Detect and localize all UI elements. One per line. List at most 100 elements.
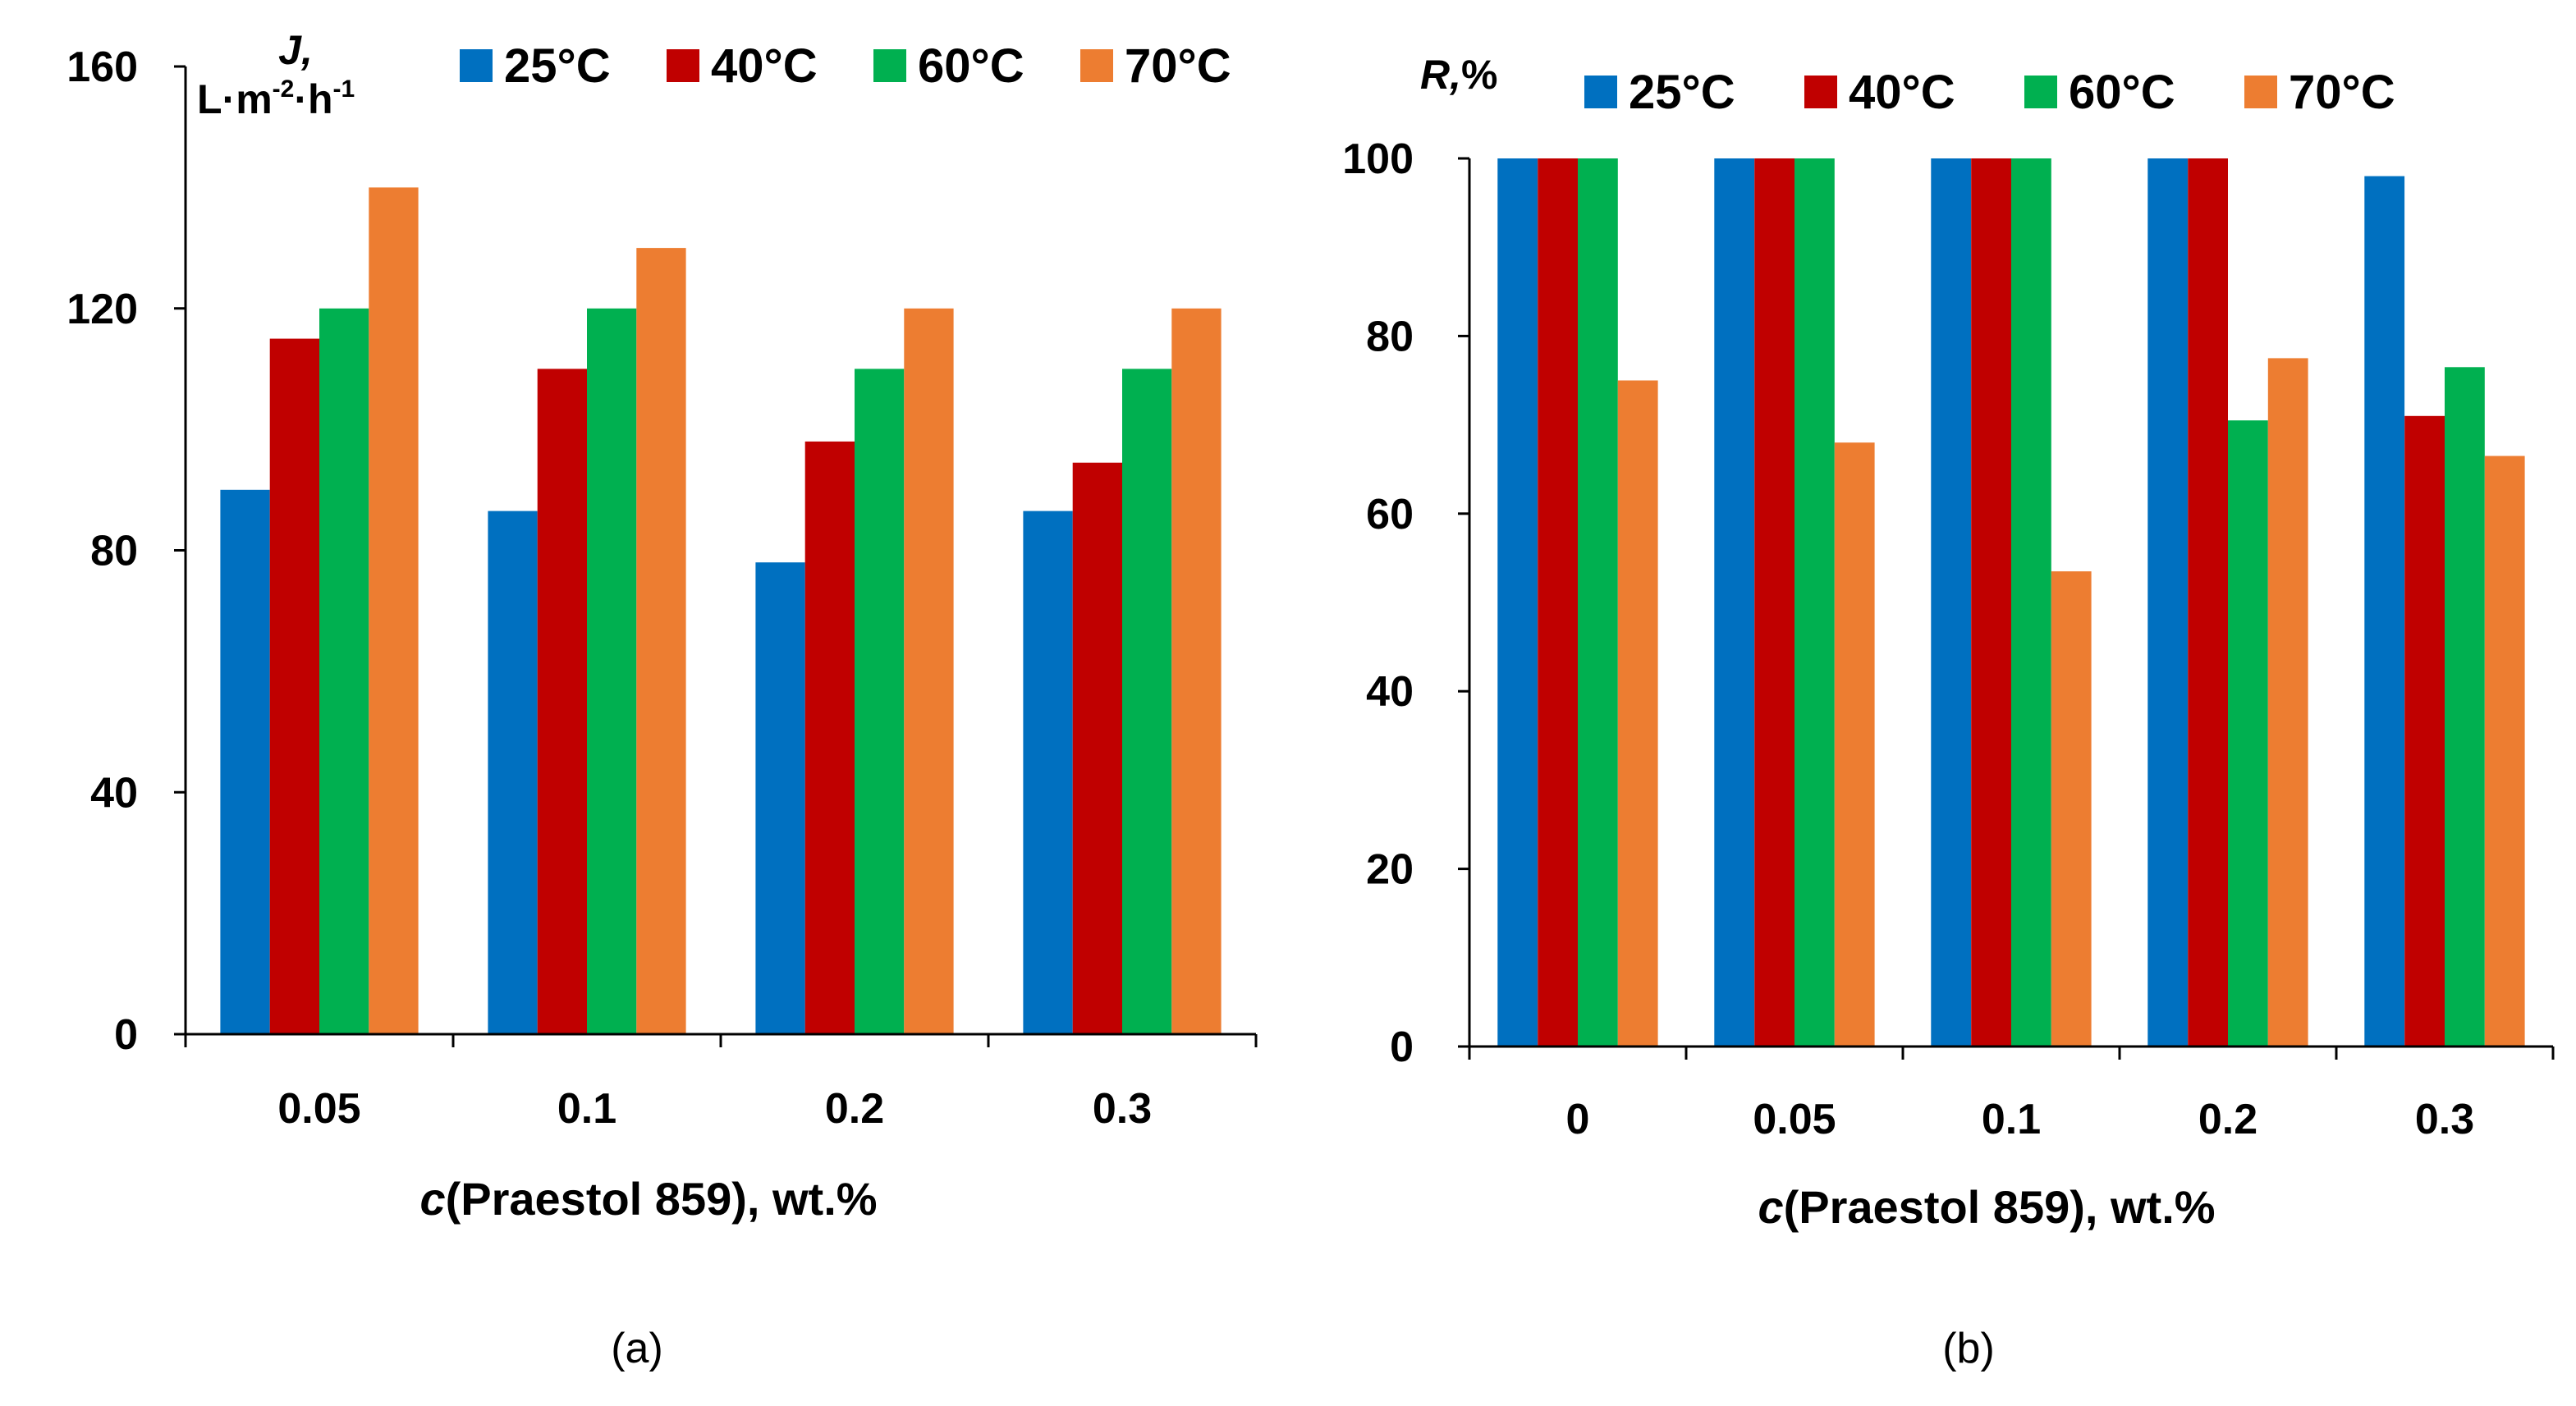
panel-a-ylabel-unit: L·m-2·h-1: [197, 76, 355, 122]
panel-b-y-tick-label: 20: [1366, 846, 1414, 894]
panel-b-x-tick-label: 0.1: [1982, 1096, 2041, 1143]
panel-b-bar-60c-0: [1578, 158, 1618, 1046]
panel-a-bar-60c-0.2: [855, 369, 905, 1034]
panel-a-bar-25c-0.3: [1023, 511, 1073, 1034]
panel-a-axes: [174, 65, 1258, 1047]
panel-b-bar-70c-0.1: [2051, 571, 2092, 1046]
panel-b-y-axis-label: R,%: [1420, 52, 1497, 98]
panel-b-caption: (b): [1942, 1325, 1995, 1372]
panel-a-bar-25c-0.2: [755, 562, 805, 1034]
panel-b-x-tick-label: 0.05: [1753, 1096, 1836, 1143]
panel-b-axes: [1458, 157, 2555, 1060]
panel-a-x-axis-label: c(Praestol 859), wt.%: [419, 1173, 877, 1225]
panel-b-bar-40c-0.2: [2188, 158, 2228, 1046]
panel-b-y-tick-label: 60: [1366, 491, 1414, 538]
panel-a-legend-label: 60°C: [918, 39, 1024, 93]
panel-b-legend-swatch: [1804, 76, 1837, 108]
panel-b-ylabel-symbol: R,: [1420, 52, 1461, 98]
panel-b-bar-60c-0.2: [2228, 420, 2268, 1046]
panel-a-y-tick-label: 120: [66, 286, 138, 333]
panel-a-legend-swatch: [667, 49, 699, 82]
panel-a-x-ticks: 0.05 0.1 0.2 0.3: [277, 1085, 1152, 1133]
panel-b-x-tick-label: 0: [1566, 1096, 1590, 1143]
panel-b-bar-40c-0.05: [1754, 158, 1794, 1046]
panel-b-bar-25c-0.2: [2147, 158, 2189, 1046]
panel-a-bar-40c-0.05: [269, 338, 319, 1035]
panel-b-legend-label: 60°C: [2069, 66, 2175, 119]
panel-b-legend-swatch: [2024, 76, 2057, 108]
panel-b-bars: [1497, 158, 2525, 1047]
panel-a-ylabel-mid: ·h: [294, 76, 332, 122]
panel-b-bar-40c-0.3: [2404, 415, 2445, 1046]
panel-b-y-tick-label: 80: [1366, 313, 1414, 360]
panel-b-x-axis-label: c(Praestol 859), wt.%: [1758, 1181, 2215, 1233]
panel-b-bar-25c-0.05: [1714, 158, 1755, 1046]
panel-b-bar-60c-0.3: [2445, 367, 2485, 1046]
panel-a-bar-40c-0.1: [537, 369, 587, 1034]
panel-b-bar-25c-0.3: [2364, 176, 2405, 1047]
panel-a-y-ticks: 0 40 80 120 160: [66, 44, 138, 1059]
panel-b-xlabel-rest: (Praestol 859), wt.%: [1784, 1181, 2216, 1233]
panel-b-ylabel-unit: %: [1461, 52, 1497, 98]
panel-a-legend-swatch: [1080, 49, 1113, 82]
panel-b-legend-swatch: [2244, 76, 2277, 108]
panel-a-bar-60c-0.3: [1122, 369, 1172, 1034]
panel-a-x-tick-label: 0.2: [825, 1085, 884, 1133]
panel-a-y-axis-label: J, L·m-2·h-1: [197, 27, 355, 122]
panel-a-legend-label: 25°C: [504, 39, 611, 93]
panel-a-xlabel-rest: (Praestol 859), wt.%: [446, 1173, 878, 1225]
panel-a-xlabel-var: c: [419, 1173, 445, 1225]
panel-a-bar-70c-0.2: [904, 308, 954, 1035]
panel-a-legend: 25°C 40°C 60°C 70°C: [460, 39, 1231, 93]
panel-a-bar-70c-0.1: [636, 248, 686, 1035]
panel-a-bar-40c-0.2: [804, 441, 855, 1034]
panel-b-bar-25c-0: [1497, 158, 1538, 1046]
panel-a-ylabel-unit-prefix: L·m: [197, 76, 273, 122]
panel-a-y-tick-label: 80: [90, 528, 138, 575]
panel-b-legend-label: 40°C: [1849, 66, 1955, 119]
panel-b-bar-40c-0.1: [1971, 158, 2011, 1046]
panel-b-bar-70c-0.2: [2267, 358, 2308, 1046]
panel-b-bar-25c-0.1: [1931, 158, 1972, 1046]
panel-b-bar-40c-0: [1538, 158, 1578, 1046]
panel-a-bar-60c-0.05: [319, 308, 369, 1035]
panel-a-bar-25c-0.1: [488, 511, 538, 1034]
panel-b-y-tick-label: 100: [1342, 135, 1414, 183]
chart-panel-a: J, L·m-2·h-1 25°C 40°C 60°C 70°C 0 40 80 120 16…: [66, 27, 1258, 1372]
panel-a-ylabel-exp1: -2: [273, 76, 295, 103]
panel-a-legend-label: 70°C: [1125, 39, 1231, 93]
panel-a-caption: (a): [611, 1325, 663, 1372]
panel-b-y-ticks: 0 20 40 60 80 100: [1342, 135, 1414, 1071]
panel-a-bar-70c-0.3: [1171, 308, 1222, 1035]
panel-b-legend-label: 25°C: [1629, 66, 1735, 119]
panel-b-bar-60c-0.05: [1794, 158, 1835, 1046]
panel-a-ylabel-exp2: -1: [333, 76, 355, 103]
panel-b-xlabel-var: c: [1758, 1181, 1783, 1233]
panel-b-x-tick-label: 0.3: [2415, 1096, 2474, 1143]
panel-a-bars: [220, 187, 1222, 1035]
panel-a-legend-swatch: [460, 49, 493, 82]
panel-b-x-tick-label: 0.2: [2198, 1096, 2257, 1143]
panel-a-x-tick-label: 0.05: [277, 1085, 360, 1133]
panel-b-legend-label: 70°C: [2289, 66, 2395, 119]
panel-b-x-ticks: 0 0.05 0.1 0.2 0.3: [1566, 1096, 2475, 1143]
panel-a-y-tick-label: 40: [90, 769, 138, 817]
panel-a-x-tick-label: 0.3: [1093, 1085, 1152, 1133]
panel-a-legend-label: 40°C: [711, 39, 818, 93]
panel-b-bar-70c-0: [1617, 380, 1658, 1046]
panel-a-bar-60c-0.1: [587, 308, 637, 1035]
panel-a-x-tick-label: 0.1: [557, 1085, 616, 1133]
panel-a-bar-25c-0.05: [220, 489, 270, 1034]
panel-a-y-tick-label: 0: [114, 1011, 138, 1059]
panel-a-legend-swatch: [873, 49, 906, 82]
panel-a-y-tick-label: 160: [66, 44, 138, 91]
panel-a-bar-40c-0.3: [1072, 462, 1122, 1034]
panel-b-bar-70c-0.3: [2484, 456, 2525, 1046]
panel-a-ylabel-symbol: J,: [278, 27, 313, 73]
panel-b-bar-60c-0.1: [2011, 158, 2051, 1046]
panel-b-y-tick-label: 0: [1390, 1024, 1414, 1071]
panel-b-legend-swatch: [1584, 76, 1617, 108]
panel-b-y-tick-label: 40: [1366, 668, 1414, 716]
